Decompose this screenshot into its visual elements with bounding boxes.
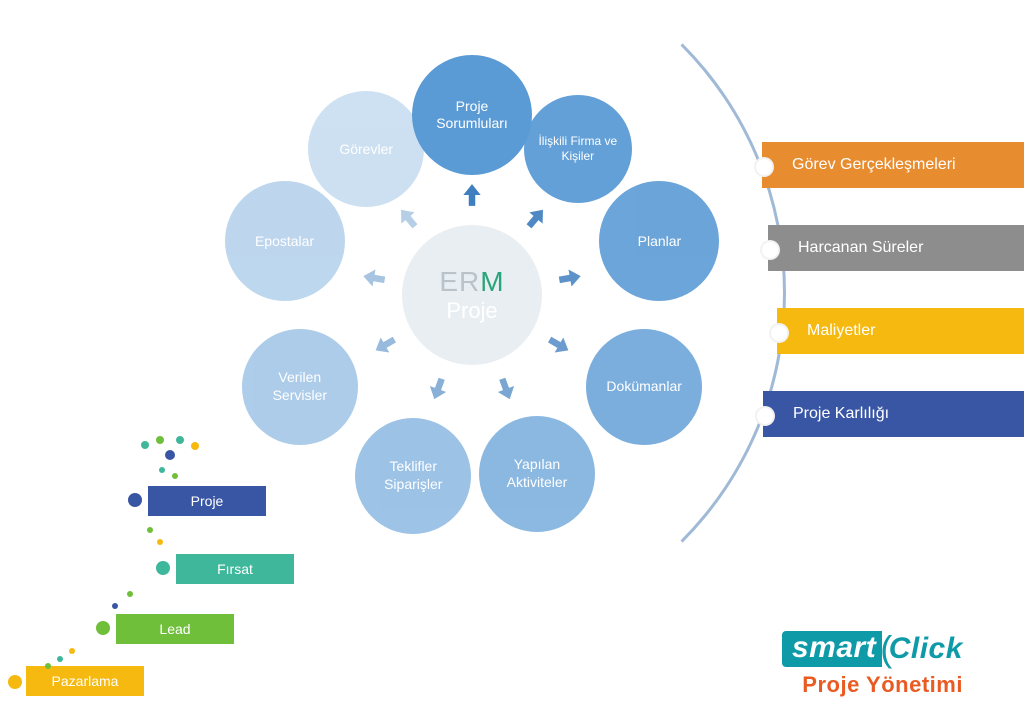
step-proje-step: Proje	[148, 486, 266, 516]
node-label: Verilen Servisler	[250, 369, 350, 404]
radial-arrow	[555, 263, 585, 293]
node-gorevler: Görevler	[308, 91, 424, 207]
info-bar-label: Harcanan Süreler	[798, 239, 923, 257]
center-title: ERM	[439, 266, 504, 298]
node-iliskili-firma: İlişkili Firma ve Kişiler	[524, 95, 632, 203]
step-connector-dot	[8, 675, 22, 689]
node-planlar: Planlar	[599, 181, 719, 301]
node-verilen-servisler: Verilen Servisler	[242, 329, 358, 445]
node-label: Görevler	[339, 141, 393, 159]
node-label: İlişkili Firma ve Kişiler	[532, 134, 624, 164]
node-label: Dokümanlar	[606, 378, 681, 396]
node-epostalar: Epostalar	[225, 181, 345, 301]
step-connector-dot	[156, 436, 164, 444]
info-bar-label: Proje Karlılığı	[793, 405, 889, 423]
step-connector-dot	[191, 442, 199, 450]
info-bar-gorev-gerceklesmeleri: Görev Gerçekleşmeleri	[762, 142, 1024, 188]
brand-click: Click	[889, 632, 963, 666]
step-connector-dot	[128, 493, 142, 507]
step-connector-dot	[57, 656, 63, 662]
step-label: Fırsat	[217, 561, 253, 577]
node-label: Teklifler Siparişler	[363, 458, 463, 493]
step-connector-dot	[157, 539, 163, 545]
step-connector-dot	[96, 621, 110, 635]
node-yapilan-aktiviteler: Yapılan Aktiviteler	[479, 416, 595, 532]
info-bar-maliyetler: Maliyetler	[777, 308, 1024, 354]
step-connector-dot	[33, 669, 39, 675]
node-label: Epostalar	[255, 233, 314, 251]
node-dokumanlar: Dokümanlar	[586, 329, 702, 445]
step-label: Lead	[159, 621, 190, 637]
brand-smart: smart	[782, 631, 882, 667]
radial-arrow	[358, 263, 388, 293]
center-subtitle: Proje	[446, 298, 497, 324]
step-connector-dot	[147, 527, 153, 533]
step-connector-dot	[112, 603, 118, 609]
step-connector-dot	[141, 441, 149, 449]
brand-subtitle: Proje Yönetimi	[782, 672, 963, 698]
info-bar-harcanan-sureler: Harcanan Süreler	[768, 225, 1024, 271]
center-hub: ERMProje	[402, 225, 542, 365]
step-firsat-step: Fırsat	[176, 554, 294, 584]
info-bar-dot	[760, 240, 780, 260]
node-proje-sorumlulari: Proje Sorumluları	[412, 55, 532, 175]
info-bar-label: Maliyetler	[807, 322, 875, 340]
radial-arrow	[459, 182, 485, 208]
step-connector-dot	[69, 648, 75, 654]
step-connector-dot	[159, 467, 165, 473]
node-teklifler: Teklifler Siparişler	[355, 418, 471, 534]
step-lead-step: Lead	[116, 614, 234, 644]
step-connector-dot	[165, 450, 175, 460]
info-bar-dot	[769, 323, 789, 343]
node-label: Proje Sorumluları	[420, 98, 524, 133]
step-connector-dot	[45, 663, 51, 669]
node-label: Yapılan Aktiviteler	[487, 456, 587, 491]
info-bar-label: Görev Gerçekleşmeleri	[792, 156, 956, 174]
step-connector-dot	[156, 561, 170, 575]
step-label: Proje	[191, 493, 224, 509]
brand-logo: smart(ClickProje Yönetimi	[782, 628, 963, 698]
step-pazarlama-step: Pazarlama	[26, 666, 144, 696]
info-bar-dot	[755, 406, 775, 426]
step-connector-dot	[127, 591, 133, 597]
info-bar-dot	[754, 157, 774, 177]
step-label: Pazarlama	[52, 673, 119, 689]
step-connector-dot	[176, 436, 184, 444]
node-label: Planlar	[638, 233, 682, 251]
brand-logo-main: smart(Click	[782, 628, 963, 670]
info-bar-proje-karliligi: Proje Karlılığı	[763, 391, 1024, 437]
step-connector-dot	[172, 473, 178, 479]
